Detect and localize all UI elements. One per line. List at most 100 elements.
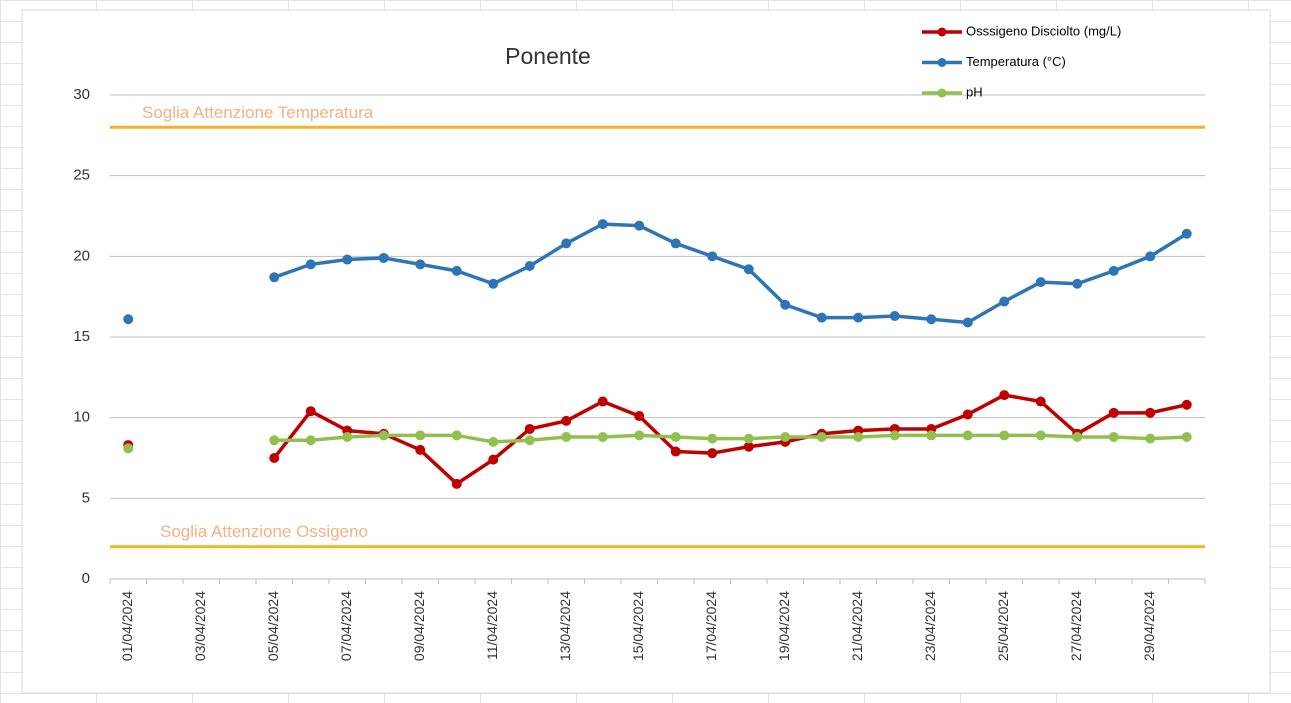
point xyxy=(707,251,718,262)
point xyxy=(1181,228,1192,239)
point xyxy=(1072,278,1083,289)
point xyxy=(780,299,791,310)
point xyxy=(889,430,900,441)
point xyxy=(1108,407,1119,418)
x-tick-label: 29/04/2024 xyxy=(1141,591,1157,661)
series-line xyxy=(273,222,1188,325)
point xyxy=(524,423,535,434)
point xyxy=(342,432,353,443)
point xyxy=(634,220,645,231)
point xyxy=(999,390,1010,401)
point xyxy=(999,296,1010,307)
point xyxy=(816,312,827,323)
point xyxy=(597,432,608,443)
y-tick-label: 20 xyxy=(73,247,90,264)
point xyxy=(962,409,973,420)
point xyxy=(305,435,316,446)
y-tick-label: 30 xyxy=(73,86,90,103)
point xyxy=(962,317,973,328)
x-tick-label: 23/04/2024 xyxy=(922,591,938,661)
y-tick-label: 5 xyxy=(82,489,90,506)
x-tick-label: 15/04/2024 xyxy=(630,591,646,661)
x-tick-label: 11/04/2024 xyxy=(484,591,500,660)
x-tick-label: 19/04/2024 xyxy=(776,591,792,661)
point xyxy=(1035,396,1046,407)
x-tick-label: 05/04/2024 xyxy=(265,591,281,661)
point xyxy=(415,430,426,441)
point xyxy=(707,448,718,459)
point xyxy=(1145,251,1156,262)
point xyxy=(1108,432,1119,443)
legend-marker xyxy=(937,88,947,98)
legend-marker xyxy=(937,58,947,67)
point xyxy=(378,430,389,441)
point xyxy=(1108,265,1119,276)
point xyxy=(889,311,900,322)
point xyxy=(999,430,1010,441)
y-tick-label: 25 xyxy=(73,167,90,184)
point xyxy=(305,259,316,270)
point xyxy=(1181,432,1192,443)
point xyxy=(743,433,754,444)
point xyxy=(451,478,462,489)
point xyxy=(707,433,718,444)
point xyxy=(488,278,499,289)
x-tick-label: 07/04/2024 xyxy=(338,591,354,661)
point xyxy=(597,219,608,230)
point xyxy=(816,432,827,443)
point xyxy=(269,453,280,463)
point xyxy=(780,432,791,443)
point xyxy=(451,265,462,276)
point xyxy=(561,238,572,249)
point xyxy=(597,396,608,407)
x-tick-label: 13/04/2024 xyxy=(557,591,573,661)
point xyxy=(670,238,681,249)
point xyxy=(524,435,535,446)
point xyxy=(926,430,937,441)
point xyxy=(1072,432,1083,443)
reference-label: Soglia Attenzione Ossigeno xyxy=(160,522,368,541)
series-line xyxy=(274,433,1187,444)
point xyxy=(415,259,426,270)
point xyxy=(634,430,645,441)
reference-label: Soglia Attenzione Temperatura xyxy=(142,103,374,122)
legend-marker xyxy=(937,27,947,37)
x-tick-label: 21/04/2024 xyxy=(849,591,865,661)
point xyxy=(634,411,645,422)
point xyxy=(269,435,280,446)
point xyxy=(342,254,353,265)
point xyxy=(1181,399,1192,410)
point xyxy=(743,441,754,452)
x-tick-label: 27/04/2024 xyxy=(1068,591,1084,661)
point xyxy=(451,430,462,441)
point xyxy=(561,415,572,426)
legend-label: Temperatura (°C) xyxy=(966,54,1066,69)
x-tick-label: 03/04/2024 xyxy=(192,591,208,661)
x-tick-label: 17/04/2024 xyxy=(703,591,719,661)
y-tick-label: 15 xyxy=(73,328,90,345)
point xyxy=(1145,407,1156,418)
point xyxy=(524,261,535,272)
legend-label: pH xyxy=(966,84,983,99)
point xyxy=(1145,433,1156,444)
point xyxy=(415,444,426,455)
point xyxy=(926,314,937,325)
chart-title: Ponente xyxy=(505,43,591,69)
point xyxy=(670,446,681,457)
point xyxy=(743,264,754,275)
legend-label: Osssigeno Disciolto (mg/L) xyxy=(966,23,1121,38)
point xyxy=(123,314,134,325)
x-tick-label: 25/04/2024 xyxy=(995,591,1011,661)
point xyxy=(962,430,973,441)
point xyxy=(269,272,280,283)
point xyxy=(378,252,389,263)
y-tick-label: 0 xyxy=(82,570,90,587)
x-tick-label: 01/04/2024 xyxy=(119,591,135,661)
point xyxy=(1035,430,1046,441)
point xyxy=(488,436,499,447)
series-line xyxy=(272,393,1188,486)
point xyxy=(561,432,572,443)
point xyxy=(670,432,681,443)
